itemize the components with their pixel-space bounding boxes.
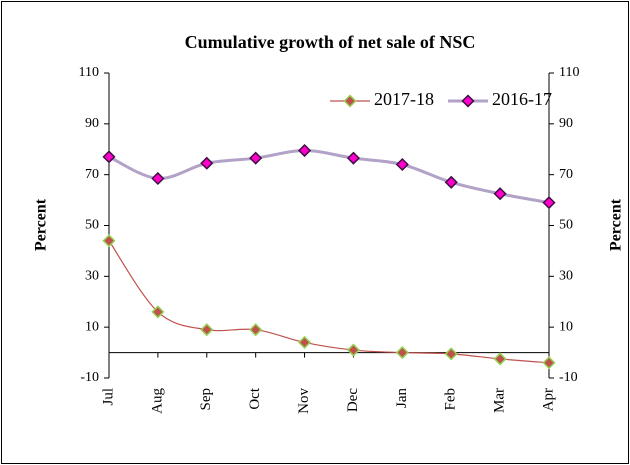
data-point <box>151 305 165 319</box>
y-tick-label: 30 <box>85 269 99 284</box>
data-point <box>151 171 165 186</box>
chart-title: Cumulative growth of net sale of NSC <box>185 32 476 52</box>
y2-tick-label: 30 <box>559 269 573 284</box>
series-line <box>108 149 550 205</box>
x-tick-label: Sep <box>198 388 214 411</box>
data-point <box>493 352 507 366</box>
x-tick-label: Aug <box>149 388 165 414</box>
y-tick-label: 110 <box>79 65 99 80</box>
y2-tick-label: 10 <box>559 319 573 334</box>
data-point <box>200 156 214 170</box>
data-point <box>200 323 214 337</box>
data-point <box>346 343 361 357</box>
data-point <box>542 196 556 210</box>
y2-tick-label: -10 <box>559 370 578 385</box>
y2-tick-label: 50 <box>559 218 573 233</box>
y-axis-label: Percent <box>33 198 50 251</box>
y2-tick-label: 70 <box>559 167 573 182</box>
legend-marker <box>461 94 475 108</box>
y-tick-label: 90 <box>85 116 99 131</box>
data-point <box>297 335 312 349</box>
x-tick-label: Nov <box>296 388 312 414</box>
data-point <box>395 346 409 360</box>
series-line <box>108 240 550 364</box>
data-point <box>297 143 312 158</box>
data-point <box>102 150 116 164</box>
y-tick-label: 10 <box>85 319 99 334</box>
data-point <box>346 151 361 165</box>
data-point <box>444 175 458 189</box>
x-tick-label: Feb <box>443 388 459 411</box>
data-point <box>493 187 507 201</box>
legend-label: 2016-17 <box>492 89 552 109</box>
y-tick-label: 50 <box>85 218 99 233</box>
x-tick-label: Dec <box>345 388 361 412</box>
x-tick-label: Jul <box>100 388 116 406</box>
x-tick-label: Apr <box>540 388 556 411</box>
x-tick-label: Jan <box>394 388 410 408</box>
y2-tick-label: 110 <box>559 65 579 80</box>
legend-marker <box>343 94 357 108</box>
data-point <box>249 323 263 337</box>
y-tick-label: -10 <box>80 370 99 385</box>
y2-tick-label: 90 <box>559 116 573 131</box>
data-point <box>395 157 409 172</box>
data-point <box>444 347 458 361</box>
y-tick-label: 70 <box>85 167 99 182</box>
data-point <box>102 234 116 248</box>
data-point <box>542 356 556 370</box>
y2-axis-label: Percent <box>608 198 625 251</box>
legend-label: 2017-18 <box>374 89 434 109</box>
x-tick-label: Oct <box>247 387 263 409</box>
x-tick-label: Mar <box>492 388 508 413</box>
data-point <box>249 151 263 165</box>
